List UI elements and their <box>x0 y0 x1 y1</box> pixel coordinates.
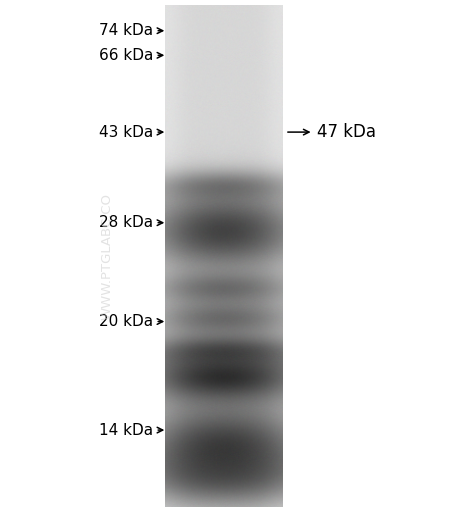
Text: 28 kDa: 28 kDa <box>99 215 153 230</box>
Text: 47 kDa: 47 kDa <box>317 123 376 141</box>
Text: 14 kDa: 14 kDa <box>99 422 153 438</box>
Text: 66 kDa: 66 kDa <box>99 48 153 63</box>
Text: 20 kDa: 20 kDa <box>99 314 153 329</box>
Text: WWW.PTGLABC.CO: WWW.PTGLABC.CO <box>100 193 114 319</box>
Text: 74 kDa: 74 kDa <box>99 23 153 38</box>
Text: 43 kDa: 43 kDa <box>99 124 153 140</box>
